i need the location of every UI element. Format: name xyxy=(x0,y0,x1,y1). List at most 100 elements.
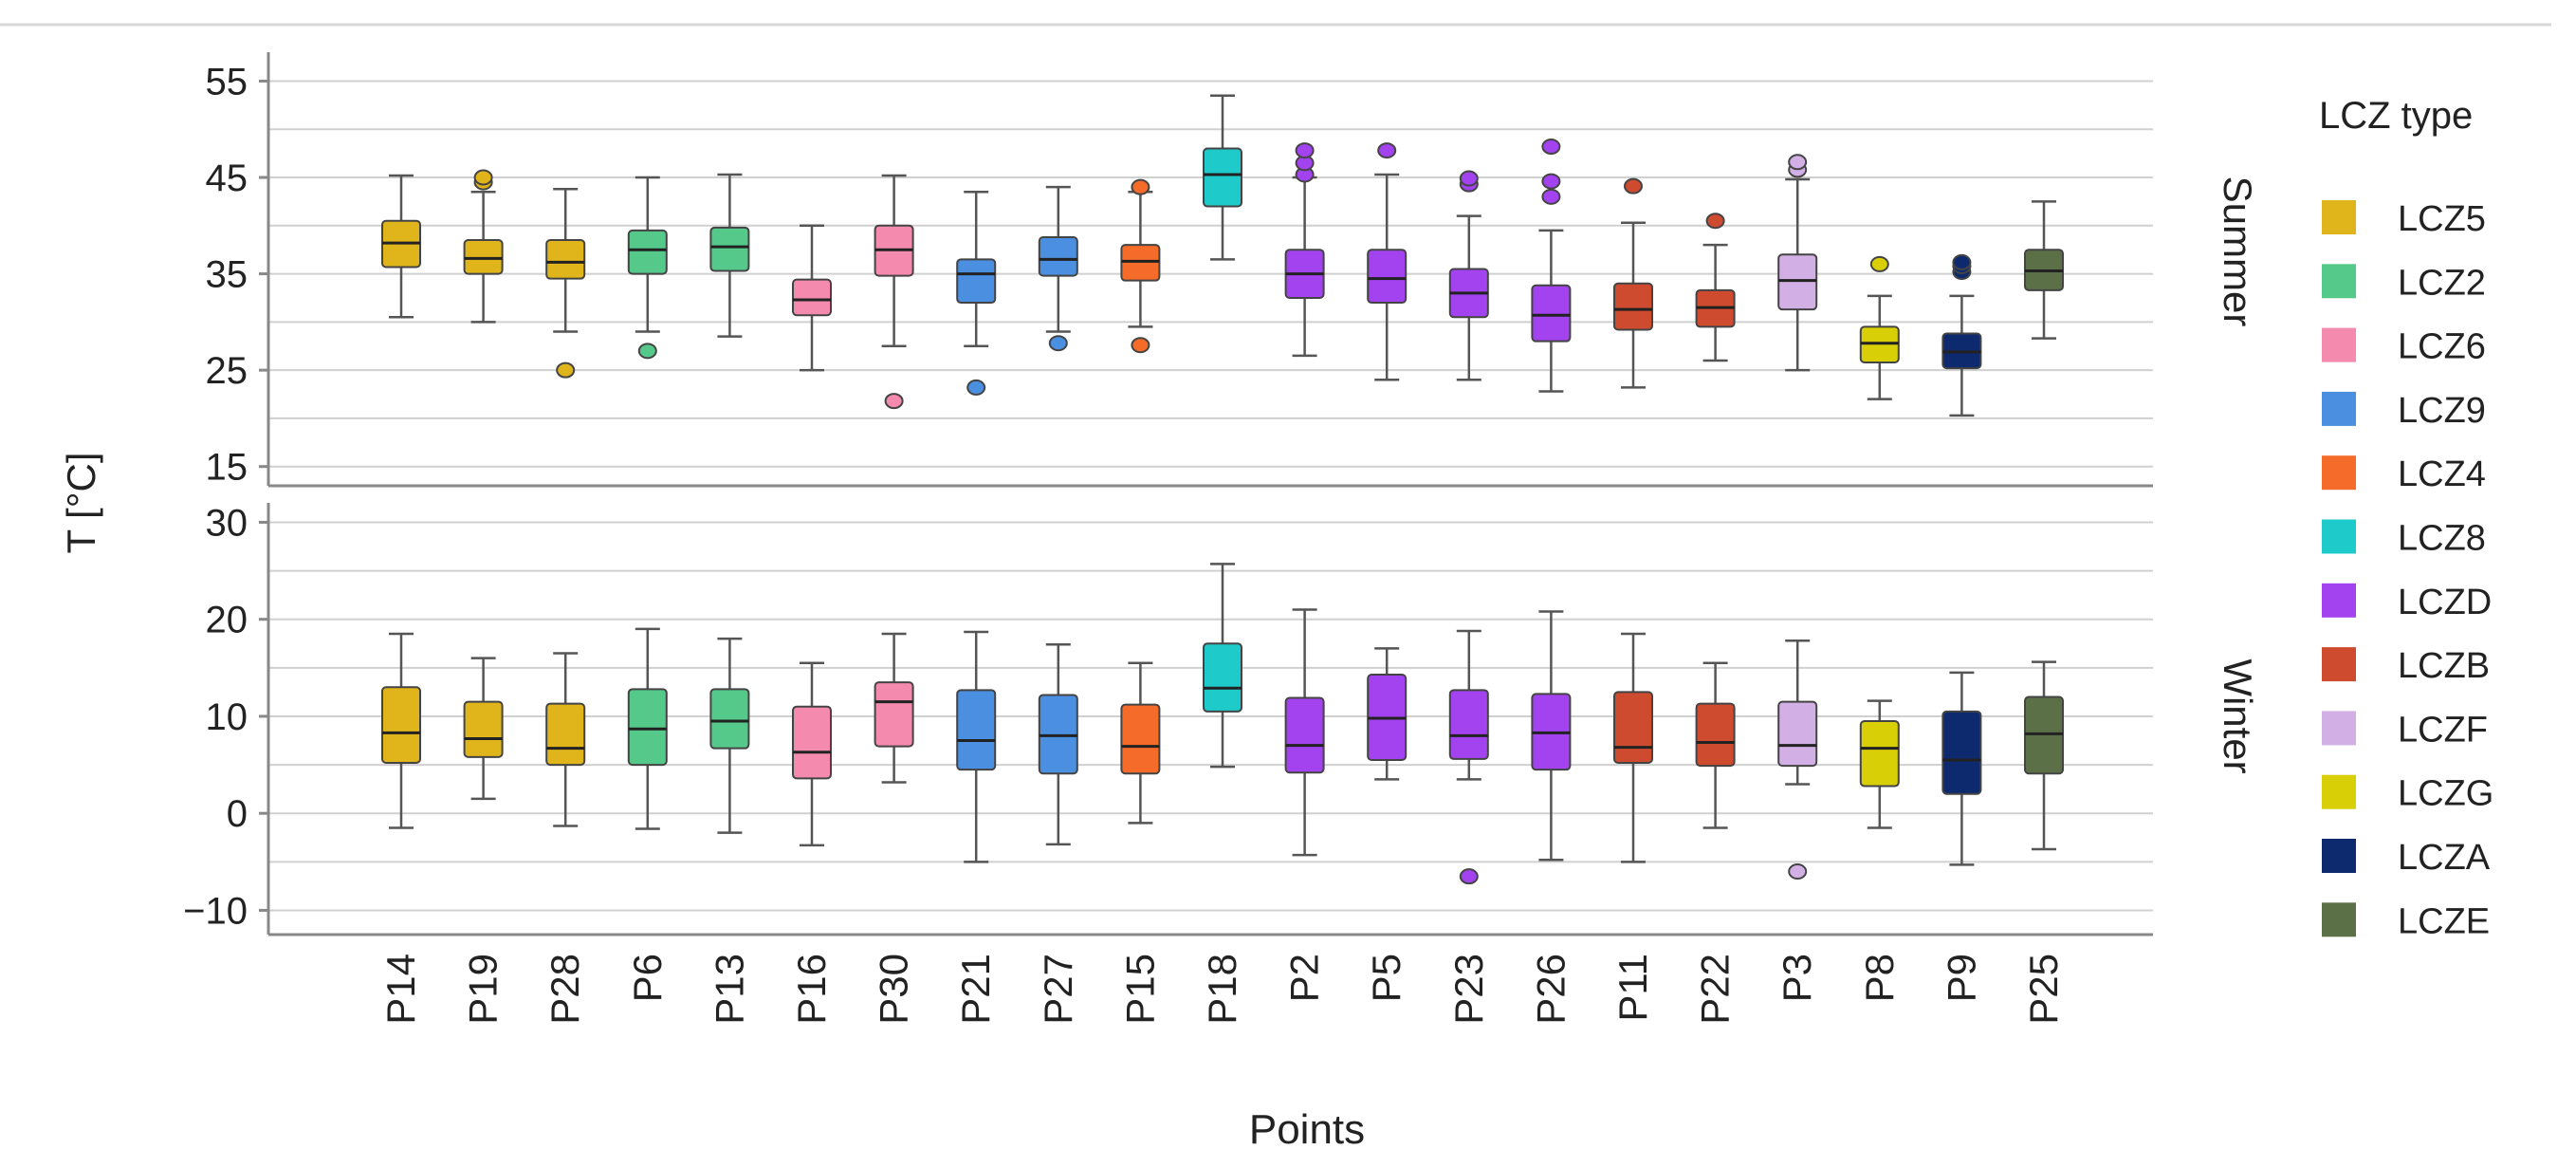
legend-item-lcz4: LCZ4 xyxy=(2322,454,2486,494)
x-tick-label: P27 xyxy=(1036,954,1080,1025)
box-p6 xyxy=(627,176,668,360)
legend-swatch xyxy=(2322,200,2356,234)
legend-swatch xyxy=(2322,391,2356,426)
box-p2 xyxy=(1284,608,1325,857)
box-iqr xyxy=(1777,253,1818,311)
legend-label: LCZ5 xyxy=(2398,199,2486,239)
y-tick-label: 45 xyxy=(206,158,248,199)
y-axis-label: T [°C] xyxy=(59,452,103,553)
x-tick-label: P21 xyxy=(953,954,998,1025)
box-iqr xyxy=(463,700,504,758)
legend-title: LCZ type xyxy=(2319,95,2473,137)
box-iqr xyxy=(1284,696,1325,774)
y-tick-label: 10 xyxy=(206,696,248,738)
box-iqr xyxy=(1203,642,1242,713)
legend-swatch xyxy=(2322,774,2356,809)
legend-swatch xyxy=(2322,455,2356,491)
box-iqr xyxy=(1859,720,1900,788)
x-tick-label: P25 xyxy=(2021,954,2066,1025)
x-tick-label: P5 xyxy=(1364,954,1408,1002)
box-p5 xyxy=(1367,142,1408,381)
x-tick-label: P26 xyxy=(1528,954,1573,1025)
legend-item-lczg: LCZG xyxy=(2322,774,2493,814)
box-iqr xyxy=(1038,694,1078,775)
box-iqr xyxy=(463,239,504,275)
legend-item-lcze: LCZE xyxy=(2322,901,2490,941)
box-iqr xyxy=(1448,689,1489,760)
outlier-point xyxy=(1952,253,1972,270)
box-p25 xyxy=(2024,660,2064,851)
outlier-point xyxy=(1295,142,1315,159)
box-iqr xyxy=(956,258,997,305)
box-iqr xyxy=(1367,249,1408,305)
box-p21 xyxy=(956,630,997,863)
box-p30 xyxy=(874,632,914,784)
legend-swatch xyxy=(2322,839,2356,873)
legend-label: LCZ8 xyxy=(2398,519,2486,559)
legend-item-lcz2: LCZ2 xyxy=(2322,263,2486,303)
outlier-point xyxy=(1459,170,1479,187)
outlier-point xyxy=(1377,142,1397,159)
box-p25 xyxy=(2024,200,2064,340)
box-iqr xyxy=(874,681,914,748)
legend-item-lcz6: LCZ6 xyxy=(2322,327,2486,367)
box-iqr xyxy=(627,688,668,767)
legend-item-lczf: LCZF xyxy=(2322,710,2488,750)
box-p18 xyxy=(1203,563,1242,769)
y-tick-label: 15 xyxy=(206,447,248,489)
legend-item-lcz9: LCZ9 xyxy=(2322,391,2486,431)
box-iqr xyxy=(709,688,750,750)
legend-swatch xyxy=(2322,902,2356,937)
y-tick-label: −10 xyxy=(183,890,248,932)
panels: 15 25 35 45 55 Summer −10 0 10 20 30 Winter xyxy=(183,52,2260,936)
panel-summer: 15 25 35 45 55 Summer xyxy=(206,52,2260,489)
outlier-point xyxy=(1048,335,1068,352)
box-p26 xyxy=(1531,139,1572,393)
box-p16 xyxy=(792,661,832,847)
box-p26 xyxy=(1531,610,1572,862)
box-p28 xyxy=(545,652,586,827)
x-tick-label: P11 xyxy=(1610,954,1655,1022)
outlier-point xyxy=(637,343,657,360)
legend-swatch xyxy=(2322,583,2356,618)
outlier-point xyxy=(1788,154,1808,171)
box-p16 xyxy=(792,224,832,372)
box-p28 xyxy=(545,187,586,379)
x-tick-label: P9 xyxy=(1939,954,1983,1002)
box-iqr xyxy=(1531,284,1572,343)
x-tick-label: P8 xyxy=(1857,954,1902,1002)
x-axis-label: Points xyxy=(1249,1106,1365,1153)
box-p18 xyxy=(1203,94,1242,261)
x-tick-label: P14 xyxy=(378,954,423,1025)
outlier-point xyxy=(1788,863,1808,881)
legend-label: LCZ9 xyxy=(2398,391,2486,431)
box-iqr xyxy=(1120,244,1161,282)
legend-item-lcza: LCZA xyxy=(2322,838,2491,878)
x-tick-label: P28 xyxy=(543,954,587,1025)
box-iqr xyxy=(1203,147,1242,208)
box-p23 xyxy=(1448,629,1489,885)
outlier-point xyxy=(473,169,493,186)
box-iqr xyxy=(545,702,586,767)
box-iqr xyxy=(2024,695,2064,775)
box-iqr xyxy=(1859,325,1900,364)
y-tick-label: 55 xyxy=(206,61,248,102)
outlier-point xyxy=(1541,188,1561,205)
legend-label: LCZB xyxy=(2398,646,2490,686)
box-p15 xyxy=(1120,178,1161,354)
legend-label: LCZA xyxy=(2398,838,2491,878)
box-iqr xyxy=(1038,235,1078,277)
outlier-point xyxy=(1131,337,1150,354)
panel-label: Summer xyxy=(2216,176,2260,327)
legend-swatch xyxy=(2322,647,2356,682)
outlier-point xyxy=(1541,173,1561,190)
outlier-point xyxy=(556,362,576,379)
box-p14 xyxy=(381,632,421,829)
box-iqr xyxy=(956,689,997,771)
box-p9 xyxy=(1941,253,1982,417)
box-iqr xyxy=(545,239,586,280)
x-tick-label: P3 xyxy=(1775,954,1819,1002)
legend-swatch xyxy=(2322,711,2356,746)
